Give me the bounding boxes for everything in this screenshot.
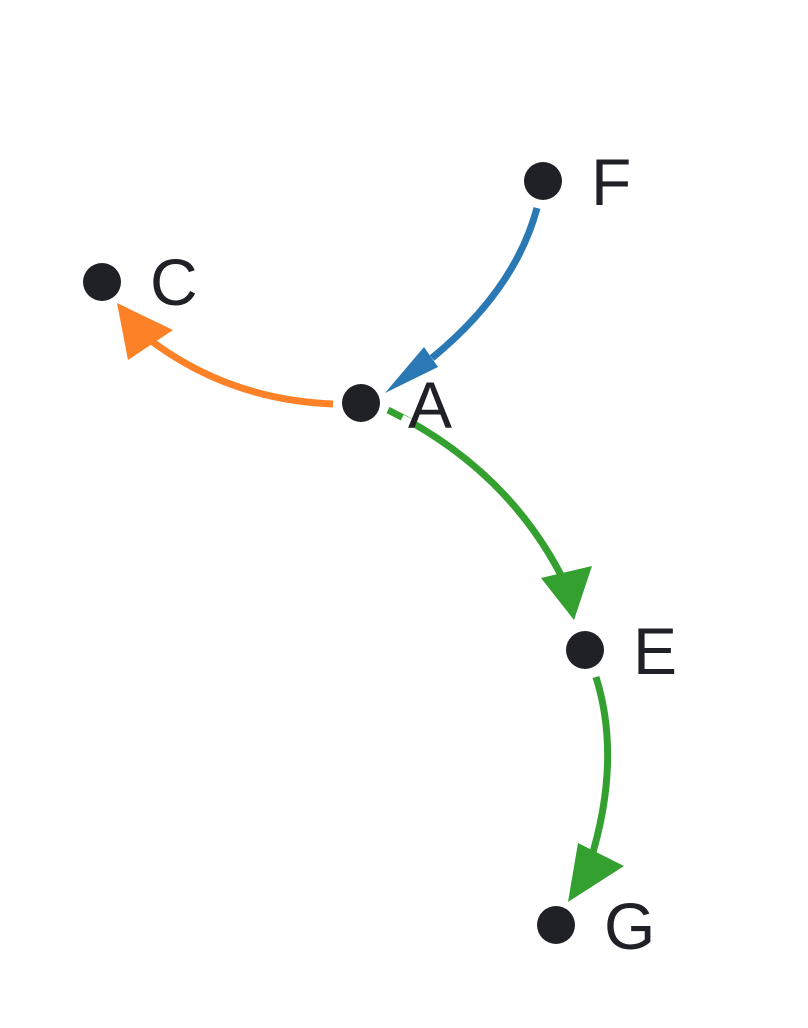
node-g-label: G bbox=[604, 889, 655, 963]
node-c-dot bbox=[83, 263, 121, 301]
edge-a-to-e-line bbox=[386, 406, 570, 587]
edge-a-to-e bbox=[386, 406, 592, 620]
node-a-label: A bbox=[408, 368, 452, 442]
node-e: E bbox=[566, 614, 677, 688]
edge-e-to-g-line bbox=[586, 675, 612, 864]
node-c-label: C bbox=[150, 245, 198, 319]
edge-a-to-e-arrowhead bbox=[541, 566, 592, 620]
edge-e-to-g bbox=[568, 675, 624, 902]
node-f-label: F bbox=[591, 145, 631, 219]
edge-a-to-e-gap bbox=[400, 414, 416, 428]
edge-a-to-c bbox=[117, 303, 334, 408]
node-a: A bbox=[342, 368, 452, 442]
edge-f-to-a-arrowhead bbox=[385, 347, 438, 393]
edge-a-to-c-line bbox=[147, 337, 334, 408]
node-f-dot bbox=[524, 162, 562, 200]
node-a-dot bbox=[342, 384, 380, 422]
node-e-dot bbox=[566, 631, 604, 669]
node-g-dot bbox=[537, 906, 575, 944]
node-c: C bbox=[83, 245, 198, 319]
edge-f-to-a bbox=[385, 207, 541, 393]
edge-e-to-g-arrowhead bbox=[568, 843, 624, 902]
edge-a-to-c-arrowhead bbox=[117, 303, 173, 360]
edge-f-to-a-line bbox=[429, 207, 541, 361]
node-f: F bbox=[524, 145, 631, 219]
node-e-label: E bbox=[633, 614, 677, 688]
node-g: G bbox=[537, 889, 655, 963]
